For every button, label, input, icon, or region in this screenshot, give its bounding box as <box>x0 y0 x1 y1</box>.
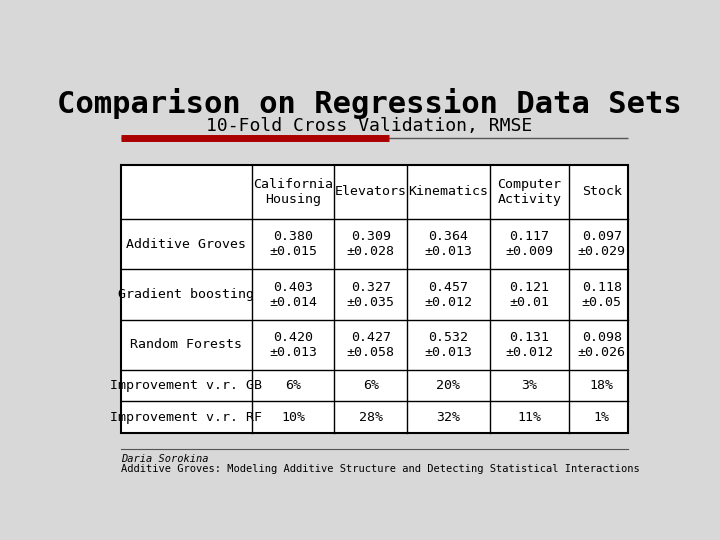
Text: 11%: 11% <box>518 410 541 423</box>
Text: 0.364
±0.013: 0.364 ±0.013 <box>424 230 472 258</box>
Text: 0.380
±0.015: 0.380 ±0.015 <box>269 230 317 258</box>
Text: 20%: 20% <box>436 379 460 393</box>
Text: Comparison on Regression Data Sets: Comparison on Regression Data Sets <box>57 87 681 119</box>
Text: 10%: 10% <box>281 410 305 423</box>
Text: Kinematics: Kinematics <box>408 185 488 198</box>
Text: 0.427
±0.058: 0.427 ±0.058 <box>346 331 395 359</box>
Text: 6%: 6% <box>285 379 301 393</box>
Text: Elevators: Elevators <box>335 185 407 198</box>
Text: California
Housing: California Housing <box>253 178 333 206</box>
Text: 0.532
±0.013: 0.532 ±0.013 <box>424 331 472 359</box>
Text: Daria Sorokina: Daria Sorokina <box>121 454 208 463</box>
Text: Computer
Activity: Computer Activity <box>498 178 562 206</box>
Text: 0.131
±0.012: 0.131 ±0.012 <box>505 331 554 359</box>
Text: 0.309
±0.028: 0.309 ±0.028 <box>346 230 395 258</box>
Text: 10-Fold Cross Validation, RMSE: 10-Fold Cross Validation, RMSE <box>206 117 532 135</box>
Text: Improvement v.r. GB: Improvement v.r. GB <box>110 379 262 393</box>
Text: 28%: 28% <box>359 410 382 423</box>
Text: 3%: 3% <box>521 379 537 393</box>
Text: 6%: 6% <box>363 379 379 393</box>
Text: 0.327
±0.035: 0.327 ±0.035 <box>346 281 395 308</box>
Text: Additive Groves: Modeling Additive Structure and Detecting Statistical Interacti: Additive Groves: Modeling Additive Struc… <box>121 464 639 474</box>
Text: 0.121
±0.01: 0.121 ±0.01 <box>510 281 549 308</box>
Text: 0.117
±0.009: 0.117 ±0.009 <box>505 230 554 258</box>
Bar <box>121 165 629 433</box>
Text: Additive Groves: Additive Groves <box>126 238 246 251</box>
Text: 0.097
±0.029: 0.097 ±0.029 <box>577 230 626 258</box>
Text: 18%: 18% <box>590 379 613 393</box>
Text: 32%: 32% <box>436 410 460 423</box>
Text: 0.098
±0.026: 0.098 ±0.026 <box>577 331 626 359</box>
Text: 0.118
±0.05: 0.118 ±0.05 <box>582 281 621 308</box>
Text: 0.457
±0.012: 0.457 ±0.012 <box>424 281 472 308</box>
Text: Stock: Stock <box>582 185 621 198</box>
Text: Improvement v.r. RF: Improvement v.r. RF <box>110 410 262 423</box>
Text: 0.420
±0.013: 0.420 ±0.013 <box>269 331 317 359</box>
Text: 1%: 1% <box>594 410 610 423</box>
Text: 0.403
±0.014: 0.403 ±0.014 <box>269 281 317 308</box>
Text: Random Forests: Random Forests <box>130 339 242 352</box>
Text: Gradient boosting: Gradient boosting <box>118 288 254 301</box>
